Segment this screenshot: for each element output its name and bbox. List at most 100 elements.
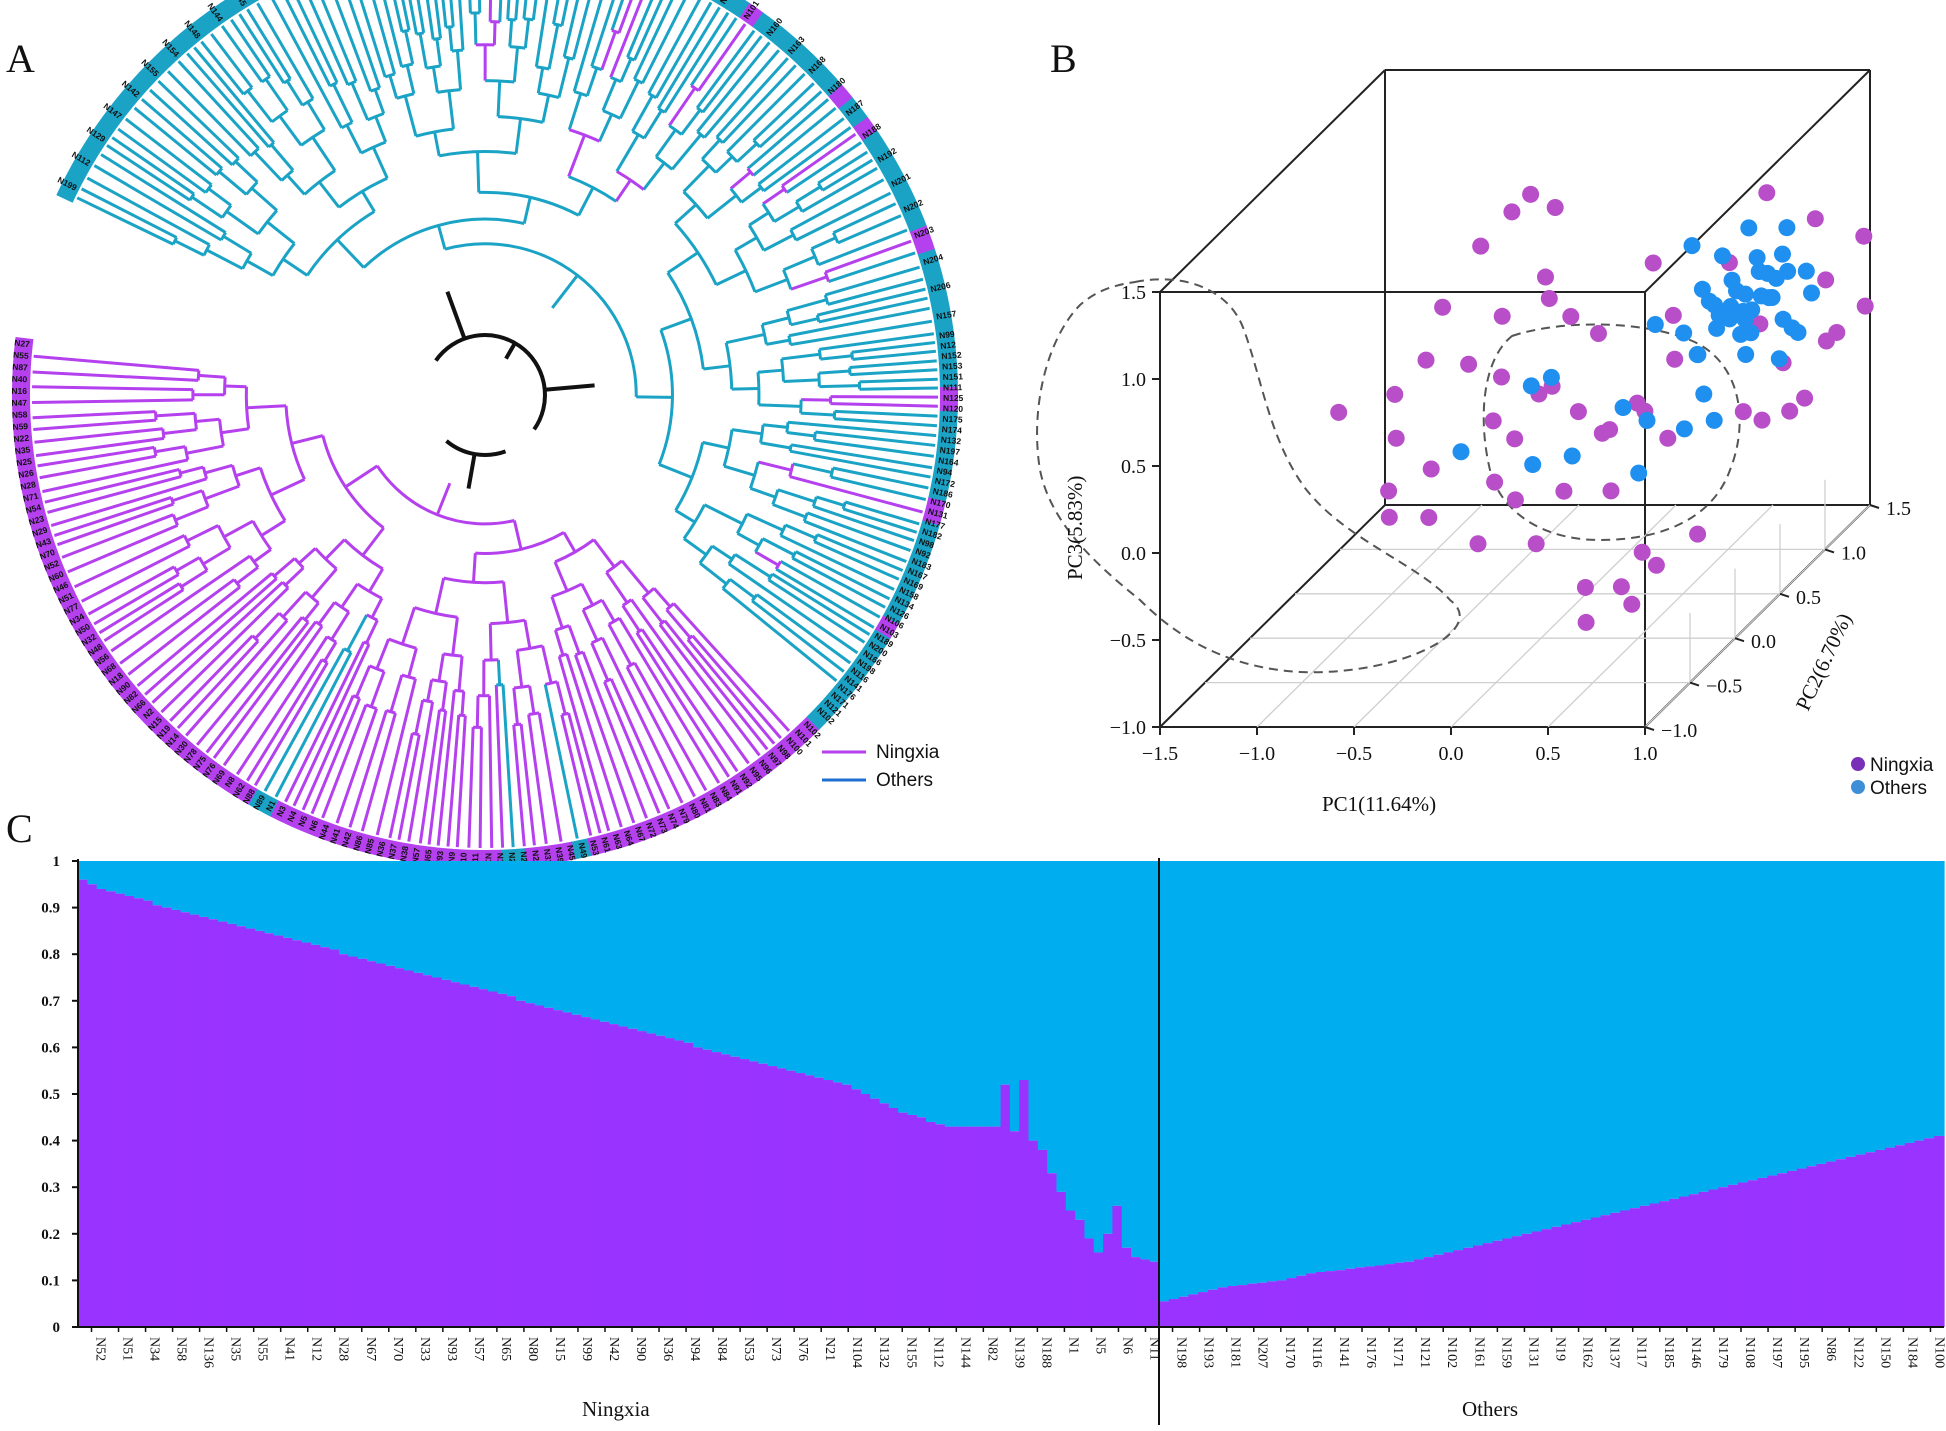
tree-internal-branch xyxy=(547,24,560,70)
tree-leaf-branch xyxy=(562,0,580,58)
tree-internal-branch xyxy=(318,181,341,209)
tree-ring-ningxia xyxy=(255,792,272,813)
structure-bar-ningxia-ancestry xyxy=(264,933,275,1327)
tree-ring-others xyxy=(900,202,921,218)
tree-ring-ningxia xyxy=(67,608,88,625)
tree-leaf-branch xyxy=(834,417,938,428)
tree-internal-arc xyxy=(785,422,790,433)
tree-ring-others xyxy=(56,187,77,203)
pca-point-ningxia xyxy=(1828,323,1846,341)
structure-bar-ningxia-ancestry xyxy=(758,1063,769,1327)
tree-ring-ningxia xyxy=(138,705,158,724)
tree-leaf-branch xyxy=(852,349,937,361)
tree-ring-ningxia xyxy=(370,836,383,856)
pca-point-others xyxy=(1646,315,1664,333)
tree-ring-others xyxy=(833,681,853,700)
structure-xtick-label: N53 xyxy=(741,1337,756,1361)
structure-bar-others-ancestry xyxy=(748,861,759,1062)
tree-ring-ningxia xyxy=(346,830,360,850)
tree-ring-others xyxy=(917,528,938,542)
tree-ring-others xyxy=(938,353,957,364)
structure-bar-others-ancestry xyxy=(1365,861,1376,1267)
structure-bar-ningxia-ancestry xyxy=(310,944,321,1327)
structure-bar-others-ancestry xyxy=(1679,861,1690,1197)
tree-leaf-branch xyxy=(633,0,663,61)
tree-internal-branch xyxy=(234,160,259,184)
structure-bar-ningxia-ancestry xyxy=(329,949,340,1327)
tree-ring-others xyxy=(879,158,899,175)
tree-leaf-branch xyxy=(790,443,933,470)
tree-ring-ningxia xyxy=(640,819,655,840)
tree-leaf-branch xyxy=(560,714,593,836)
tree-leaf-branch xyxy=(672,602,791,732)
tree-ring-others xyxy=(848,110,868,128)
tree-internal-arc xyxy=(832,232,840,244)
tree-internal-branch xyxy=(562,531,577,553)
structure-bar-ningxia-ancestry xyxy=(981,1126,992,1327)
structure-bar-ningxia-ancestry xyxy=(1492,1240,1504,1327)
tree-internal-branch xyxy=(703,364,731,371)
structure-bar-ningxia-ancestry xyxy=(124,895,135,1327)
tree-internal-branch xyxy=(674,509,696,524)
structure-bar-ningxia-ancestry xyxy=(273,935,284,1327)
tree-leaf-label: N87 xyxy=(12,362,28,373)
tree-internal-arc xyxy=(726,150,739,163)
structure-bar-ningxia-ancestry xyxy=(935,1124,946,1327)
structure-bar-others-ancestry xyxy=(1112,861,1123,1206)
tree-leaf-label: N132 xyxy=(940,434,961,446)
tree-leaf-branch xyxy=(418,709,442,844)
tree-leaf-branch xyxy=(347,0,382,89)
tree-internal-arc xyxy=(439,708,446,713)
structure-bar-others-ancestry xyxy=(609,861,620,1025)
tree-internal-branch xyxy=(253,548,272,563)
structure-bar-others-ancestry xyxy=(1473,861,1484,1246)
structure-bar-others-ancestry xyxy=(320,861,331,948)
pca-point-others xyxy=(1710,306,1728,324)
structure-bar-others-ancestry xyxy=(776,861,787,1069)
tree-ring-others xyxy=(823,78,843,97)
tree-leaf-branch xyxy=(310,697,362,815)
structure-bar-others-ancestry xyxy=(1065,861,1076,1211)
pca-ytick-label: 1.0 xyxy=(1841,542,1866,564)
tree-ring-others xyxy=(936,337,956,348)
tree-ring-others xyxy=(890,594,911,611)
tree-internal-branch xyxy=(281,591,307,618)
structure-bar-ningxia-ancestry xyxy=(1084,1238,1095,1327)
structure-bar-others-ancestry xyxy=(870,861,881,1099)
structure-xtick-label: N1 xyxy=(1065,1337,1080,1354)
tree-leaf-branch xyxy=(635,632,731,778)
structure-xtick-label: N146 xyxy=(1688,1337,1703,1368)
structure-bar-ningxia-ancestry xyxy=(1728,1184,1739,1327)
tree-internal-branch xyxy=(757,368,783,374)
pca-point-ningxia xyxy=(1469,535,1487,553)
tree-leaf-label: N9 xyxy=(446,851,457,863)
structure-bar-ningxia-ancestry xyxy=(786,1070,797,1327)
structure-bar-ningxia-ancestry xyxy=(1000,1084,1011,1327)
structure-bar-others-ancestry xyxy=(1728,861,1739,1185)
tree-internal-arc xyxy=(154,411,158,421)
tree-leaf-branch xyxy=(360,712,397,832)
tree-ring-ningxia xyxy=(32,527,53,542)
tree-ring-others xyxy=(719,0,733,10)
pca-point-ningxia xyxy=(1633,543,1651,561)
tree-internal-branch xyxy=(455,50,463,90)
tree-leaf-label: N5 xyxy=(296,814,310,828)
tree-internal-branch xyxy=(762,187,786,206)
structure-bar-others-ancestry xyxy=(1894,861,1906,1146)
tree-internal-arc xyxy=(829,467,835,478)
pca-point-ningxia xyxy=(1569,403,1587,421)
structure-bar-others-ancestry xyxy=(283,861,293,938)
tree-ring-ningxia xyxy=(610,830,624,850)
structure-bar-others-ancestry xyxy=(1659,861,1670,1202)
tree-ring-ningxia xyxy=(410,844,422,864)
structure-bar-others-ancestry xyxy=(152,861,163,906)
structure-bar-ningxia-ancestry xyxy=(1630,1208,1641,1327)
structure-xtick-label: N150 xyxy=(1877,1337,1892,1368)
tree-internal-arc xyxy=(788,463,795,477)
tree-internal-branch xyxy=(723,464,756,477)
tree-ring-others xyxy=(935,329,955,340)
legend-b-others-marker xyxy=(1851,780,1865,794)
tree-internal-branch xyxy=(554,629,565,656)
structure-bar-others-ancestry xyxy=(1037,861,1048,1150)
structure-bar-others-ancestry xyxy=(721,861,731,1055)
